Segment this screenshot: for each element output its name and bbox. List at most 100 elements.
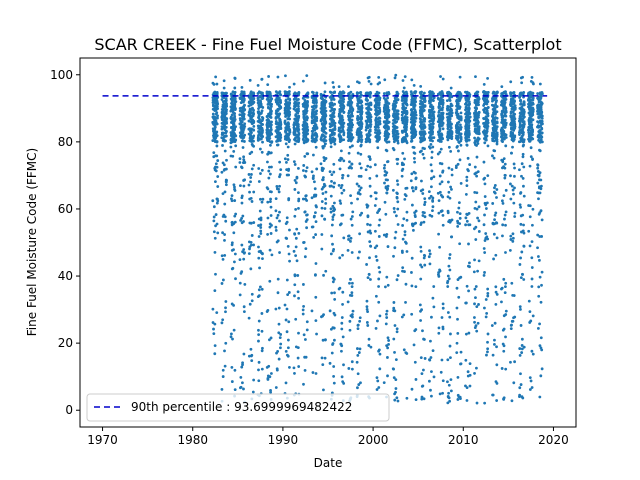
scatter-point [285, 330, 289, 334]
scatter-point [338, 115, 342, 119]
scatter-point [258, 147, 262, 151]
scatter-point [367, 75, 371, 79]
scatter-point [274, 100, 278, 103]
scatter-point [431, 122, 435, 126]
scatter-point [260, 329, 264, 333]
scatter-point [422, 132, 426, 136]
scatter-point [340, 191, 344, 195]
scatter-point [458, 115, 461, 118]
scatter-point [448, 268, 452, 272]
scatter-point [215, 222, 219, 226]
scatter-point [286, 153, 290, 157]
scatter-point [331, 103, 335, 107]
scatter-point [330, 119, 334, 123]
scatter-point [297, 107, 300, 111]
scatter-point [410, 98, 414, 102]
scatter-point [279, 333, 283, 336]
scatter-point [413, 214, 417, 217]
scatter-point [250, 299, 254, 303]
scatter-point [348, 98, 352, 102]
scatter-point [441, 98, 445, 102]
scatter-point [257, 333, 261, 337]
scatter-point [386, 160, 389, 164]
scatter-point [321, 129, 325, 133]
scatter-point [450, 111, 454, 115]
scatter-point [276, 239, 280, 243]
scatter-point [365, 91, 368, 95]
scatter-point [450, 235, 454, 239]
scatter-point [249, 267, 253, 271]
scatter-point [467, 289, 470, 293]
scatter-point [310, 170, 314, 174]
scatter-point [242, 305, 246, 309]
scatter-point [360, 122, 364, 125]
scatter-point [222, 163, 226, 167]
scatter-point [269, 197, 272, 201]
scatter-point [278, 336, 282, 340]
scatter-point [385, 149, 389, 153]
scatter-point [356, 372, 360, 376]
scatter-point [405, 92, 409, 96]
scatter-point [332, 162, 336, 166]
scatter-point [374, 131, 377, 134]
scatter-point [483, 239, 487, 242]
scatter-point [214, 119, 218, 123]
scatter-point [500, 85, 504, 89]
scatter-point [350, 215, 354, 218]
scatter-point [431, 139, 434, 143]
scatter-point [357, 351, 361, 354]
scatter-point [241, 361, 244, 365]
scatter-point [464, 216, 468, 220]
scatter-point [260, 312, 264, 315]
scatter-point [438, 123, 441, 127]
scatter-point [216, 199, 220, 203]
scatter-point [321, 124, 325, 128]
scatter-point [284, 113, 288, 116]
scatter-point [328, 184, 332, 188]
scatter-point [333, 107, 336, 111]
scatter-point [223, 114, 227, 118]
scatter-point [446, 279, 450, 283]
scatter-point [278, 173, 282, 176]
scatter-point [423, 215, 427, 219]
scatter-point [395, 396, 399, 400]
scatter-point [501, 201, 505, 205]
scatter-point [493, 213, 497, 217]
scatter-point [459, 182, 463, 185]
scatter-point [293, 273, 297, 277]
scatter-point [423, 130, 426, 134]
scatter-point [449, 378, 453, 381]
scatter-point [502, 349, 506, 353]
scatter-point [391, 188, 395, 192]
scatter-point [414, 285, 418, 289]
scatter-point [441, 101, 445, 104]
scatter-point [504, 223, 507, 227]
scatter-point [242, 352, 246, 356]
scatter-point [410, 312, 414, 316]
scatter-point [405, 103, 409, 107]
scatter-point [429, 194, 433, 198]
scatter-point [342, 133, 346, 137]
scatter-point [257, 114, 261, 117]
scatter-point [503, 213, 507, 217]
scatter-point [365, 305, 369, 309]
scatter-point [296, 130, 300, 133]
scatter-point [256, 83, 260, 87]
scatter-point [247, 173, 251, 176]
scatter-point [260, 367, 264, 371]
scatter-point [423, 254, 427, 258]
scatter-point [296, 356, 300, 360]
scatter-point [278, 184, 281, 188]
scatter-point [286, 338, 290, 342]
scatter-point [265, 126, 269, 129]
scatter-point [382, 233, 386, 237]
scatter-point [239, 386, 242, 390]
scatter-point [369, 91, 373, 95]
scatter-point [293, 283, 297, 287]
scatter-point [483, 213, 486, 217]
scatter-point [249, 347, 253, 351]
scatter-point [302, 240, 306, 244]
scatter-point [422, 256, 426, 260]
scatter-point [412, 228, 415, 232]
scatter-point [279, 122, 283, 126]
